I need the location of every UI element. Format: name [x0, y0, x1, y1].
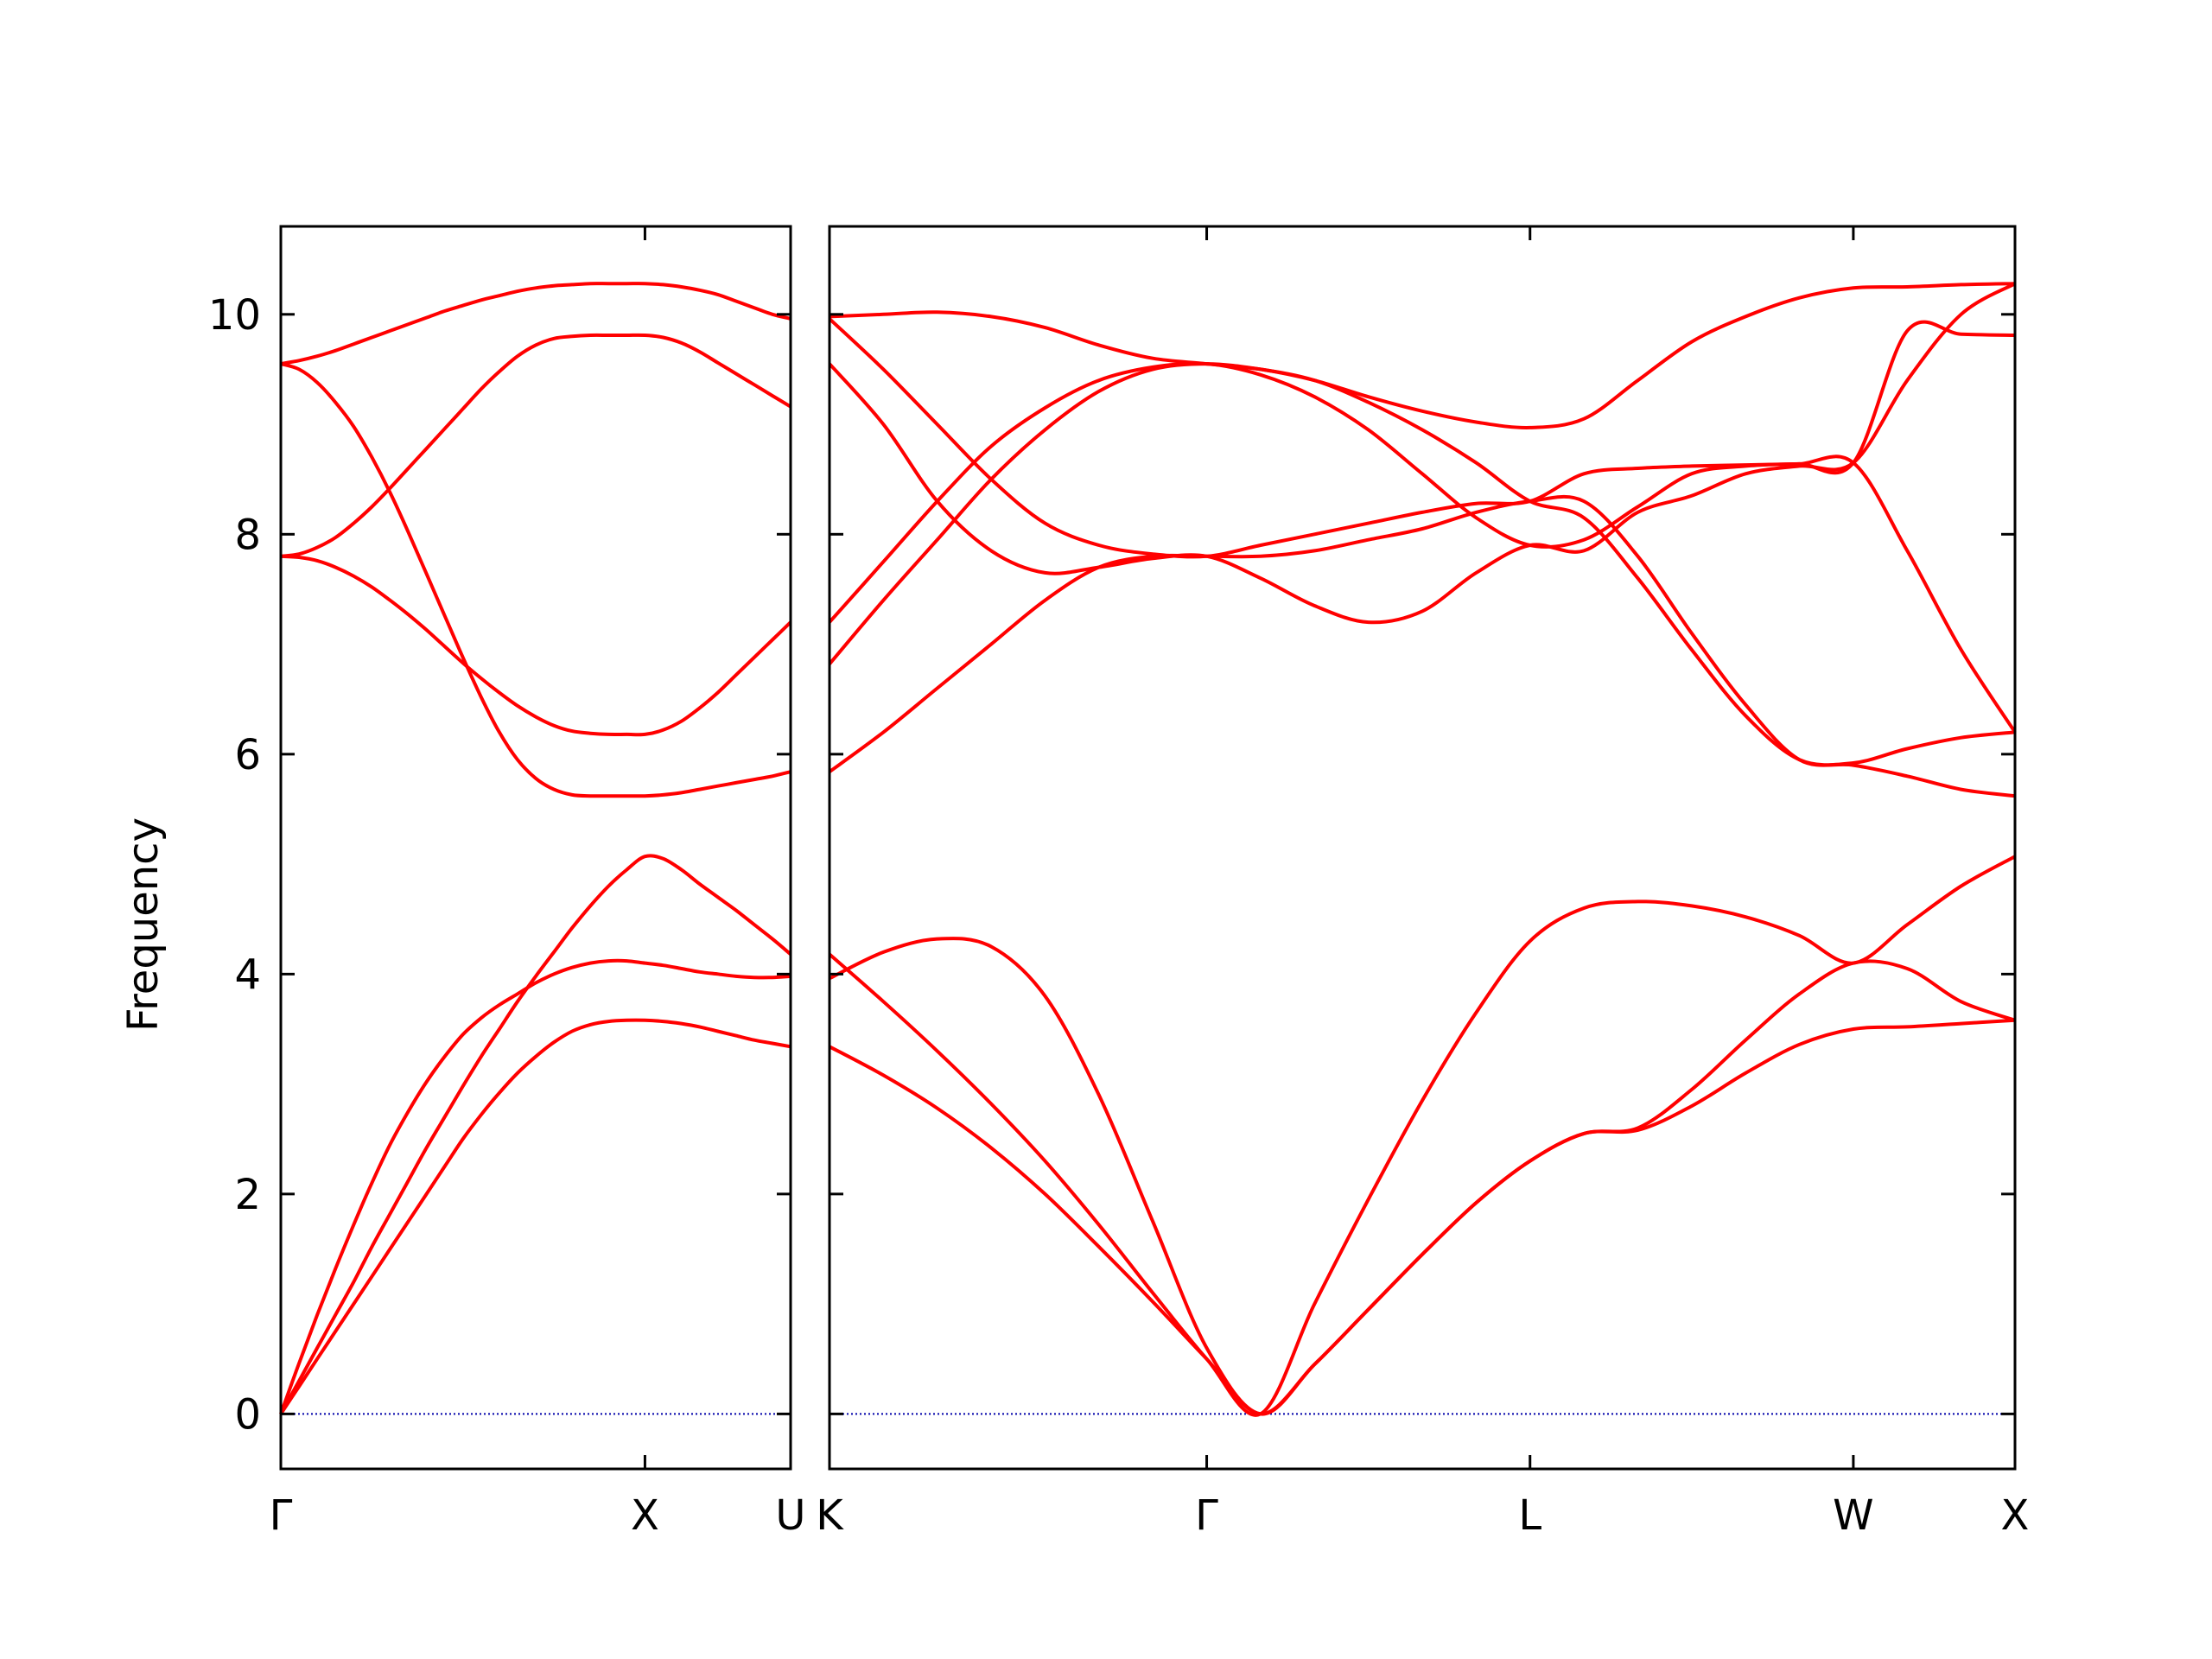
y-tick-label: 4	[234, 950, 261, 999]
y-tick-label: 6	[234, 731, 261, 779]
band-line-5	[828, 362, 2016, 767]
band-line-1	[829, 1018, 2016, 1416]
x-tick-label: K	[816, 1491, 844, 1540]
x-tick-label: W	[1833, 1491, 1873, 1540]
band-line-6	[280, 333, 792, 558]
x-tick-label: Γ	[270, 1491, 293, 1540]
band-line-1	[279, 958, 791, 1415]
band-line-2	[279, 1018, 791, 1415]
band-line-3	[279, 854, 792, 1415]
band-line-5	[280, 362, 791, 798]
x-tick-label: Γ	[1195, 1491, 1218, 1540]
x-tick-label: L	[1518, 1491, 1541, 1540]
band-line-7	[280, 282, 791, 366]
y-axis-ticks: 0 2 4 6 8 10	[208, 291, 2015, 1439]
band-line-7	[828, 282, 2016, 625]
axes-frame	[828, 225, 2017, 1471]
band-line-2	[829, 937, 2016, 1416]
x-tick-label: X	[2001, 1491, 2030, 1540]
y-tick-label: 0	[234, 1390, 261, 1439]
x-tick-label: X	[631, 1491, 659, 1540]
band-line-9	[829, 282, 2016, 429]
y-tick-label: 8	[234, 511, 261, 559]
band-line-4	[828, 494, 2016, 798]
y-tick-label: 2	[234, 1171, 261, 1219]
band-line-6	[828, 361, 2017, 734]
band-line-3	[828, 855, 2016, 1417]
band-line-8	[828, 317, 2016, 559]
band-line-4	[280, 554, 792, 737]
y-axis-label: Frequency	[119, 817, 168, 1032]
y-tick-label: 10	[208, 291, 261, 340]
x-tick-label: U	[775, 1491, 805, 1540]
axes-frame	[279, 225, 792, 1471]
